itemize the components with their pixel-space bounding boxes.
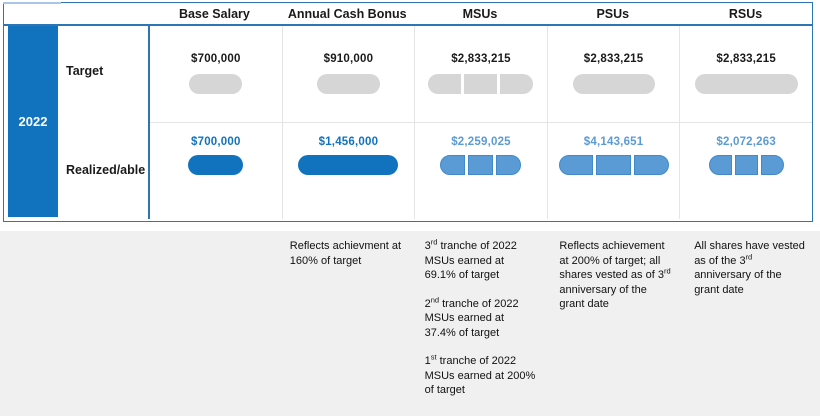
target-pill bbox=[572, 74, 655, 94]
column-psus: $2,833,215 $4,143,651 bbox=[546, 26, 680, 220]
notes-spacer bbox=[0, 231, 146, 416]
column-msus: $2,833,215 $2,259,025 bbox=[414, 26, 547, 219]
corner-accent-border bbox=[2, 1, 61, 4]
column-base-salary: $700,000 $700,000 bbox=[150, 26, 282, 219]
row-label-target: Target bbox=[66, 64, 104, 78]
column-header-rsus: RSUs bbox=[728, 6, 763, 21]
column-header-psus: PSUs bbox=[596, 6, 630, 21]
note-text: All shares have vested as of the 3rd ann… bbox=[694, 240, 805, 296]
target-pill bbox=[428, 74, 534, 94]
realized-value: $2,072,263 bbox=[716, 135, 776, 148]
note-msus: 3rd tranche of 2022 MSUs earned at 69.1%… bbox=[416, 231, 551, 416]
target-value: $2,833,215 bbox=[583, 53, 644, 65]
realized-cell-psus: $4,143,651 bbox=[548, 123, 680, 220]
realized-pill bbox=[440, 154, 522, 175]
year-cell: 2022 bbox=[8, 26, 58, 217]
column-header-base-salary: Base Salary bbox=[178, 6, 250, 21]
table-body: 2022 Target Realized/able $700,000 $700,… bbox=[4, 26, 812, 219]
footnotes-panel: Reflects achievment at 160% of target 3r… bbox=[0, 231, 820, 416]
row-label-column: Target Realized/able bbox=[62, 26, 148, 219]
target-value: $2,833,215 bbox=[451, 53, 511, 65]
note-text: 3rd tranche of 2022 MSUs earned at 69.1%… bbox=[424, 237, 517, 282]
note-text: Reflects achievment at 160% of target bbox=[289, 240, 402, 267]
note-base-salary bbox=[146, 231, 281, 416]
target-pill bbox=[694, 74, 798, 94]
target-pill bbox=[189, 74, 243, 94]
column-annual-cash-bonus: $910,000 $1,456,000 bbox=[281, 26, 415, 220]
target-value: $2,833,215 bbox=[716, 53, 776, 65]
realized-value: $2,259,025 bbox=[451, 135, 511, 148]
realized-cell-rsus: $2,072,263 bbox=[680, 123, 812, 220]
target-value: $910,000 bbox=[323, 53, 374, 65]
target-cell-base-salary: $700,000 bbox=[150, 26, 282, 123]
column-rsus: $2,833,215 $2,072,263 bbox=[679, 26, 812, 219]
note-annual-cash-bonus: Reflects achievment at 160% of target bbox=[281, 231, 416, 416]
table-header-row: Base Salary Annual Cash Bonus MSUs PSUs … bbox=[4, 3, 812, 26]
target-cell-msus: $2,833,215 bbox=[415, 26, 547, 123]
label-data-divider bbox=[148, 26, 150, 219]
note-rsus: All shares have vested as of the 3rd ann… bbox=[685, 231, 820, 416]
realized-value: $700,000 bbox=[191, 135, 241, 148]
realized-value: $1,456,000 bbox=[318, 135, 379, 148]
note-text: 2nd tranche of 2022 MSUs earned at 37.4%… bbox=[424, 294, 519, 339]
realized-cell-annual-cash-bonus: $1,456,000 bbox=[283, 123, 415, 220]
realized-pill bbox=[558, 154, 669, 175]
realized-pill bbox=[298, 154, 399, 175]
row-label-realized: Realized/able bbox=[66, 163, 146, 177]
compensation-table: Base Salary Annual Cash Bonus MSUs PSUs … bbox=[2, 1, 813, 222]
realized-pill bbox=[188, 154, 244, 175]
data-area: $700,000 $700,000 $910,000 $1,456,000 bbox=[150, 26, 812, 219]
column-header-annual-cash-bonus: Annual Cash Bonus bbox=[287, 6, 407, 21]
realized-pill bbox=[708, 154, 784, 175]
target-cell-rsus: $2,833,215 bbox=[680, 26, 812, 123]
target-pill bbox=[316, 74, 380, 94]
realized-cell-msus: $2,259,025 bbox=[415, 123, 547, 220]
realized-value: $4,143,651 bbox=[583, 135, 644, 148]
note-text: Reflects achievement at 200% of target; … bbox=[559, 240, 671, 311]
header-spacer bbox=[4, 3, 148, 24]
column-header-msus: MSUs bbox=[462, 6, 498, 21]
note-text: 1st tranche of 2022 MSUs earned at 200% … bbox=[424, 352, 536, 397]
note-psus: Reflects achievement at 200% of target; … bbox=[550, 231, 685, 416]
target-cell-annual-cash-bonus: $910,000 bbox=[282, 26, 415, 123]
target-value: $700,000 bbox=[191, 53, 241, 65]
realized-cell-base-salary: $700,000 bbox=[150, 123, 282, 220]
target-cell-psus: $2,833,215 bbox=[547, 26, 680, 123]
